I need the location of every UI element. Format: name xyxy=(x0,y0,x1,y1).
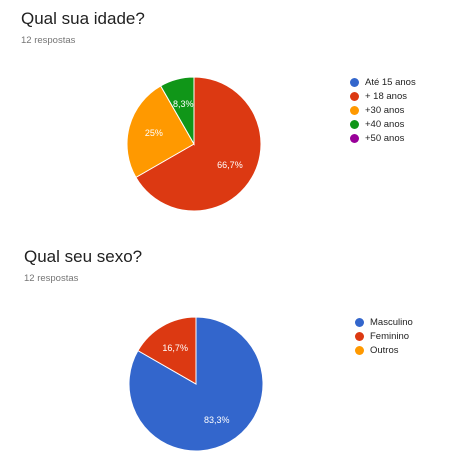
pie-slice-30-anos xyxy=(126,85,195,179)
slice-label-18-anos: 66,7% xyxy=(217,160,243,170)
question-age: Qual sua idade? 12 respostas 66,7% 25% 8,3… xyxy=(21,9,416,212)
slice-label-30-anos: 25% xyxy=(145,128,163,138)
question-title: Qual sua idade? xyxy=(21,9,145,28)
legend-swatch xyxy=(355,331,364,341)
legend-swatch xyxy=(350,134,359,144)
legend-swatch xyxy=(350,91,359,101)
question-sex: Qual seu sexo? 12 respostas 83,3% 16,7% M… xyxy=(0,235,462,455)
legend-label: +30 anos xyxy=(365,104,405,116)
slice-label-feminino: 16,7% xyxy=(162,343,188,353)
legend-swatch xyxy=(355,317,364,327)
legend-swatch xyxy=(350,105,359,115)
sex-pie-chart: 83,3% 16,7% xyxy=(128,316,264,452)
legend-item-40-anos[interactable]: +40 anos xyxy=(350,118,416,132)
pie-slice-18-anos xyxy=(135,76,262,212)
legend-label: Outros xyxy=(370,344,399,356)
legend-swatch xyxy=(350,77,359,87)
legend-item-30-anos[interactable]: +30 anos xyxy=(350,103,416,117)
pie-slice-feminino xyxy=(137,316,197,385)
response-count: 12 respostas xyxy=(24,273,79,284)
age-legend: Até 15 anos + 18 anos +30 anos +40 anos +50 … xyxy=(350,75,416,146)
legend-label: + 18 anos xyxy=(365,90,407,102)
legend-label: +40 anos xyxy=(365,119,405,131)
legend-item-50-anos[interactable]: +50 anos xyxy=(350,132,416,146)
legend-label: Até 15 anos xyxy=(365,76,416,88)
legend-swatch xyxy=(355,345,364,355)
legend-item-ate-15-anos[interactable]: Até 15 anos xyxy=(350,75,416,89)
age-pie-chart: 66,7% 25% 8,3% xyxy=(126,76,262,212)
sex-legend: Masculino Feminino Outros xyxy=(355,315,413,358)
legend-label: Feminino xyxy=(370,330,410,342)
response-count: 12 respostas xyxy=(21,35,76,46)
legend-label: Masculino xyxy=(370,316,413,328)
legend-item-outros[interactable]: Outros xyxy=(355,343,413,357)
legend-swatch xyxy=(350,120,359,130)
legend-item-masculino[interactable]: Masculino xyxy=(355,315,413,329)
slice-label-40-anos: 8,3% xyxy=(173,99,194,109)
question-title: Qual seu sexo? xyxy=(24,247,143,266)
pie-slice-40-anos xyxy=(159,76,195,146)
legend-label: +50 anos xyxy=(365,133,405,145)
legend-item-18-anos[interactable]: + 18 anos xyxy=(350,89,416,103)
slice-label-masculino: 83,3% xyxy=(204,415,230,425)
legend-item-feminino[interactable]: Feminino xyxy=(355,329,413,343)
